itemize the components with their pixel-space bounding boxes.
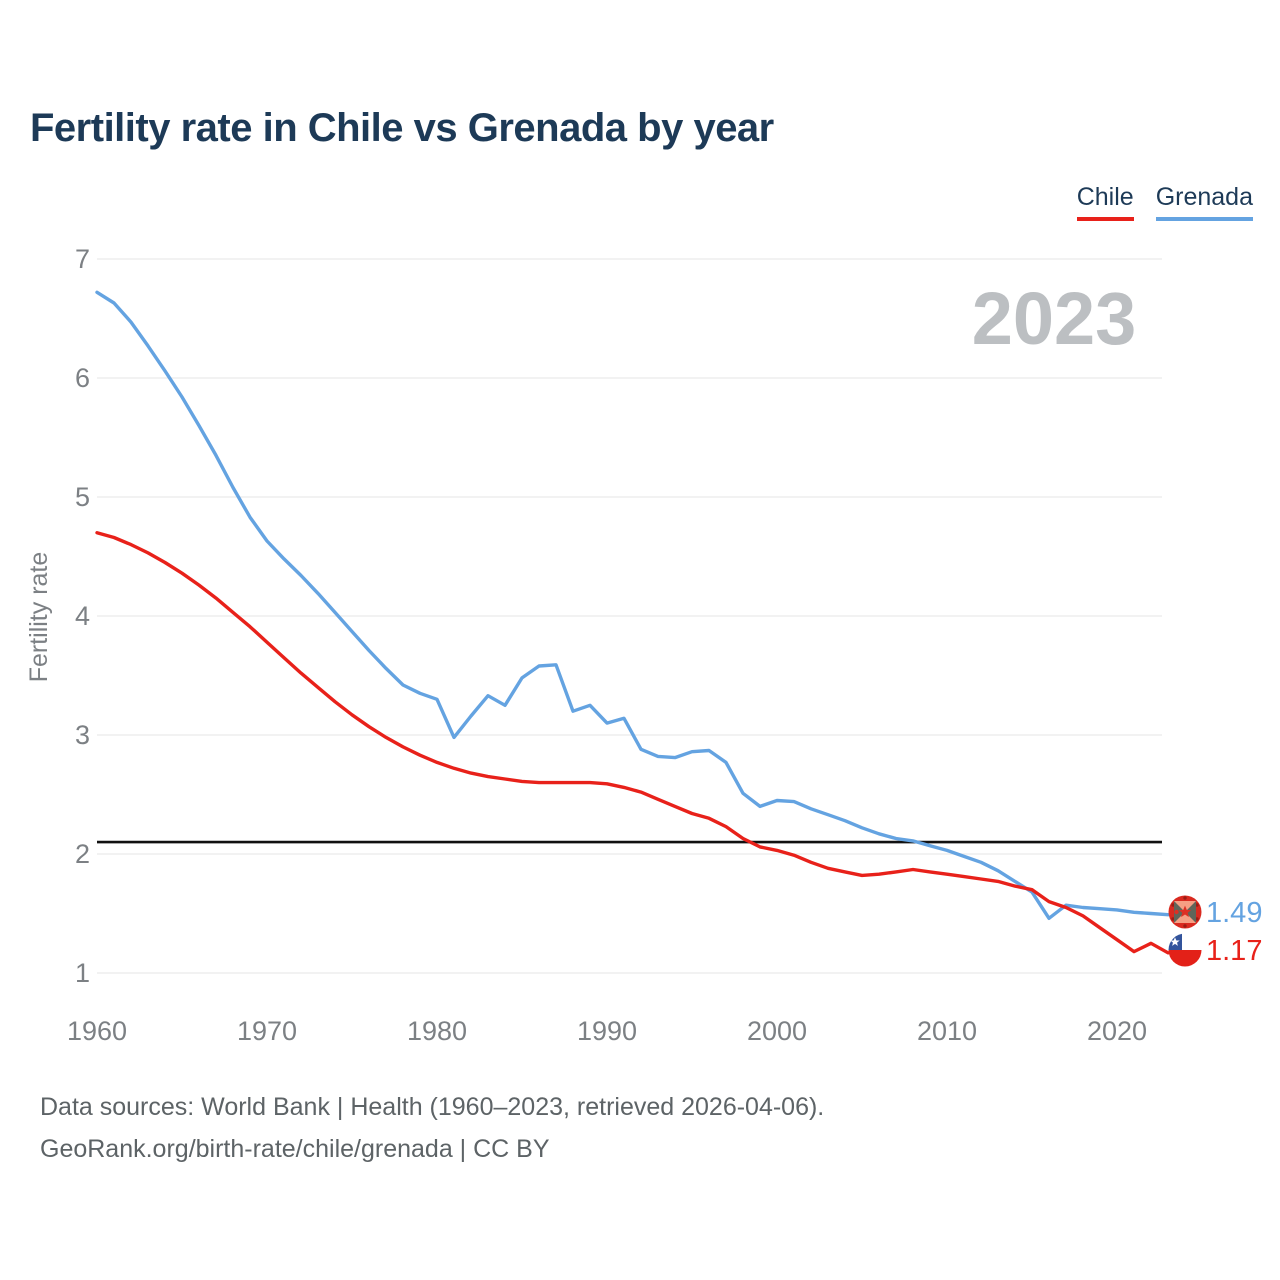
- year-watermark: 2023: [972, 277, 1137, 360]
- grenada-line: [95, 290, 1170, 920]
- grenada-flag-icon: [1168, 895, 1202, 929]
- x-tick-2000: 2000: [747, 1016, 807, 1046]
- chile-end-value: 1.17: [1206, 935, 1262, 967]
- y-tick-7: 7: [75, 244, 90, 274]
- series-lines: [95, 290, 1170, 955]
- y-tick-2: 2: [75, 839, 90, 869]
- x-tick-2010: 2010: [917, 1016, 977, 1046]
- x-tick-1970: 1970: [237, 1016, 297, 1046]
- footer-attribution: GeoRank.org/birth-rate/chile/grenada | C…: [40, 1135, 550, 1163]
- x-tick-1990: 1990: [577, 1016, 637, 1046]
- y-tick-3: 3: [75, 720, 90, 750]
- y-axis-label: Fertility rate: [25, 552, 53, 683]
- footer: Data sources: World Bank | Health (1960–…: [40, 1086, 824, 1170]
- chile-flag-icon: [1168, 933, 1202, 967]
- grenada-end-value: 1.49: [1206, 897, 1262, 929]
- gridlines: [97, 258, 1162, 974]
- legend-item-chile[interactable]: Chile: [1076, 183, 1134, 221]
- page-title: Fertility rate in Chile vs Grenada by ye…: [30, 106, 774, 150]
- x-axis-tick-labels: 1960 1970 1980 1990 2000 2010 2020: [67, 1016, 1147, 1046]
- chile-line: [95, 531, 1170, 955]
- x-tick-1980: 1980: [407, 1016, 467, 1046]
- footer-sources: Data sources: World Bank | Health (1960–…: [40, 1093, 825, 1121]
- legend: Chile Grenada: [1076, 183, 1253, 221]
- y-tick-4: 4: [75, 601, 90, 631]
- y-tick-6: 6: [75, 363, 90, 393]
- x-tick-1960: 1960: [67, 1016, 127, 1046]
- legend-item-grenada[interactable]: Grenada: [1155, 183, 1253, 221]
- x-tick-2020: 2020: [1087, 1016, 1147, 1046]
- y-tick-1: 1: [75, 958, 90, 988]
- y-tick-5: 5: [75, 482, 90, 512]
- y-axis-tick-labels: 1 2 3 4 5 6 7: [75, 244, 90, 988]
